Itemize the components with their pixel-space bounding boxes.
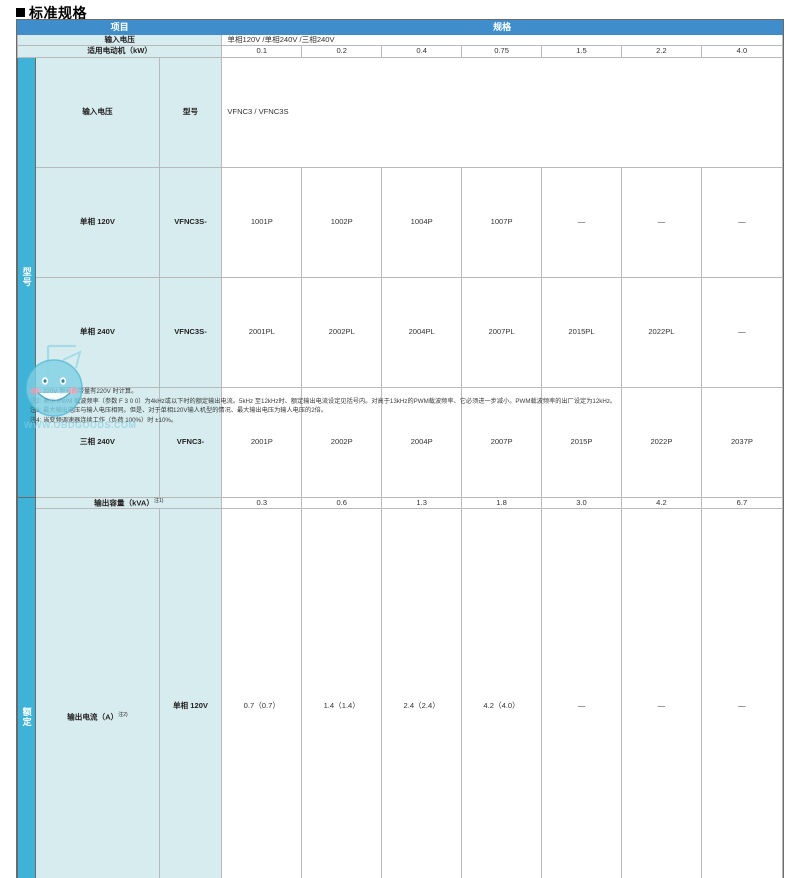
out-capacity-value: 4.2 bbox=[621, 497, 701, 509]
footnote-4: 注4: 当变频调速器连续工作（负荷 100%）时 ±10%。 bbox=[30, 416, 790, 426]
table-row: 项目 规格 bbox=[18, 21, 783, 35]
out-current-value: 4.2（4.0） bbox=[462, 509, 542, 878]
out-capacity-value: 1.3 bbox=[382, 497, 462, 509]
model-value: 2001PL bbox=[222, 277, 302, 387]
bullet-square-icon bbox=[16, 8, 25, 17]
row-label-model-type: 型号 bbox=[159, 57, 222, 167]
out-current-value: — bbox=[621, 509, 701, 878]
footnote-ref: 注1) bbox=[154, 498, 163, 504]
motor-value: 4.0 bbox=[701, 46, 782, 57]
model-value: 1002P bbox=[302, 167, 382, 277]
band-rating: 额定 bbox=[18, 497, 36, 878]
footnotes: 注1: 220V 型号的带量有220V 时计算。 注2: 表示 PWM 载波频率… bbox=[30, 387, 790, 425]
motor-value: 2.2 bbox=[621, 46, 701, 57]
standard-spec-table: 项目 规格 输入电压 单相120V /单相240V /三相240V 适用电动机（… bbox=[16, 19, 784, 878]
out-current-value: 0.7（0.7） bbox=[222, 509, 302, 878]
table-row: 型号 输入电压 型号 VFNC3 / VFNC3S bbox=[18, 57, 783, 167]
band-rating-label: 额定 bbox=[18, 498, 35, 878]
motor-value: 0.2 bbox=[302, 46, 382, 57]
model-value: 2002PL bbox=[302, 277, 382, 387]
model-value: 2007PL bbox=[462, 277, 542, 387]
out-capacity-value: 0.3 bbox=[222, 497, 302, 509]
out-capacity-value: 3.0 bbox=[542, 497, 622, 509]
footnote-ref: 注2) bbox=[118, 712, 127, 718]
out-capacity-value: 1.8 bbox=[462, 497, 542, 509]
model-row-prefix: VFNC3S- bbox=[159, 167, 222, 277]
row-label-input-voltage: 输入电压 bbox=[18, 35, 222, 46]
table-row: 输出电流（A）注2) 单相 120V 0.7（0.7） 1.4（1.4） 2.4… bbox=[18, 509, 783, 878]
table-row: 单相 120V VFNC3S- 1001P 1002P 1004P 1007P … bbox=[18, 167, 783, 277]
model-series-value: VFNC3 / VFNC3S bbox=[222, 57, 783, 167]
band-model-label: 型号 bbox=[18, 58, 35, 497]
row-label-output-current: 输出电流（A）注2) bbox=[36, 509, 159, 878]
table-row: 单相 240V VFNC3S- 2001PL 2002PL 2004PL 200… bbox=[18, 277, 783, 387]
header-item: 项目 bbox=[18, 21, 222, 35]
row-label-motor: 适用电动机（kW） bbox=[18, 46, 222, 57]
spec-table: 项目 规格 输入电压 单相120V /单相240V /三相240V 适用电动机（… bbox=[17, 20, 783, 878]
row-value-input-voltage: 单相120V /单相240V /三相240V bbox=[222, 35, 783, 46]
model-value: 2015PL bbox=[542, 277, 622, 387]
model-value: 1001P bbox=[222, 167, 302, 277]
motor-value: 0.75 bbox=[462, 46, 542, 57]
spec-sheet-page: 标准规格 项目 规格 输入电压 单相120V /单相240V /三相240V 适… bbox=[0, 0, 800, 439]
model-row-prefix: VFNC3S- bbox=[159, 277, 222, 387]
footnote-1: 注1: 220V 型号的带量有220V 时计算。 bbox=[30, 387, 790, 397]
model-value: — bbox=[701, 277, 782, 387]
model-row-label: 单相 120V bbox=[36, 167, 159, 277]
model-value: — bbox=[542, 167, 622, 277]
model-value: — bbox=[621, 167, 701, 277]
out-capacity-value: 0.6 bbox=[302, 497, 382, 509]
band-model: 型号 bbox=[18, 57, 36, 497]
header-spec: 规格 bbox=[222, 21, 783, 35]
table-row: 额定 输出容量（kVA）注1) 0.3 0.6 1.3 1.8 3.0 4.2 … bbox=[18, 497, 783, 509]
row-label-model-input-voltage: 输入电压 bbox=[36, 57, 159, 167]
model-value: 2022PL bbox=[621, 277, 701, 387]
out-capacity-value: 6.7 bbox=[701, 497, 782, 509]
out-current-value: — bbox=[701, 509, 782, 878]
footnote-2: 注2: 表示 PWM 载波频率（参数 F 3 0 0）为4kHz或以下时的额定输… bbox=[30, 397, 790, 407]
motor-value: 0.4 bbox=[382, 46, 462, 57]
model-value: — bbox=[701, 167, 782, 277]
table-row: 输入电压 单相120V /单相240V /三相240V bbox=[18, 35, 783, 46]
motor-value: 1.5 bbox=[542, 46, 622, 57]
table-row: 适用电动机（kW） 0.1 0.2 0.4 0.75 1.5 2.2 4.0 bbox=[18, 46, 783, 57]
out-current-value: 2.4（2.4） bbox=[382, 509, 462, 878]
motor-value: 0.1 bbox=[222, 46, 302, 57]
out-current-value: 1.4（1.4） bbox=[302, 509, 382, 878]
model-value: 2004PL bbox=[382, 277, 462, 387]
model-row-label: 单相 240V bbox=[36, 277, 159, 387]
footnote-3: 注3: 最大输出电压与输人电压相同。但是、对于单相120V输人机型的情况、最大输… bbox=[30, 406, 790, 416]
model-value: 1007P bbox=[462, 167, 542, 277]
row-label-output-capacity: 输出容量（kVA）注1) bbox=[36, 497, 222, 509]
out-current-row-label: 单相 120V bbox=[159, 509, 222, 878]
model-value: 1004P bbox=[382, 167, 462, 277]
out-current-value: — bbox=[542, 509, 622, 878]
